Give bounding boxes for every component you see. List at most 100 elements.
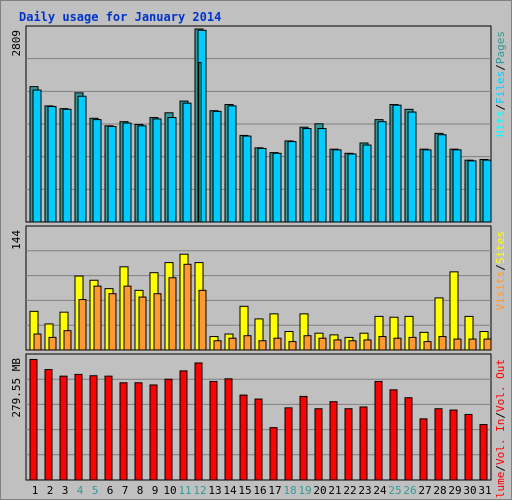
bar-files-day-17 — [272, 152, 282, 223]
x-tick-day-10: 10 — [163, 484, 176, 497]
bar-volume-day-21 — [329, 401, 338, 481]
x-tick-day-17: 17 — [268, 484, 281, 497]
legend-entry: Hits — [494, 111, 507, 138]
bar-volume-day-16 — [254, 398, 263, 481]
bar-files-day-27 — [422, 149, 432, 223]
bar-files-day-24 — [377, 121, 387, 223]
bar-files-day-26 — [407, 111, 417, 223]
bar-pages-day-12 — [198, 62, 202, 223]
x-tick-day-18: 18 — [283, 484, 296, 497]
chart-title: Daily usage for January 2014 — [19, 10, 222, 24]
bar-files-day-30 — [467, 160, 477, 223]
bar-files-day-4 — [77, 95, 87, 223]
bar-volume-day-30 — [464, 413, 473, 481]
x-tick-day-1: 1 — [32, 484, 39, 497]
bar-files-day-31 — [482, 159, 492, 223]
x-tick-day-20: 20 — [313, 484, 326, 497]
bar-sites-day-19 — [303, 335, 312, 351]
bar-files-day-21 — [332, 149, 342, 223]
bar-sites-day-1 — [33, 333, 42, 351]
bar-sites-day-8 — [138, 296, 147, 351]
bar-sites-day-17 — [273, 337, 282, 351]
bar-volume-day-22 — [344, 408, 353, 481]
x-tick-day-23: 23 — [358, 484, 371, 497]
x-tick-day-21: 21 — [328, 484, 341, 497]
bar-sites-day-26 — [408, 336, 417, 351]
bar-files-day-8 — [137, 125, 147, 223]
bar-volume-day-24 — [374, 380, 383, 481]
bar-sites-day-12 — [198, 289, 207, 351]
bar-sites-day-10 — [168, 277, 177, 351]
bar-sites-day-3 — [63, 330, 72, 351]
x-tick-day-8: 8 — [137, 484, 144, 497]
bar-volume-day-13 — [209, 380, 218, 481]
legend-entry: Visits — [494, 271, 507, 311]
x-tick-day-30: 30 — [463, 484, 476, 497]
x-tick-day-7: 7 — [122, 484, 129, 497]
bar-sites-day-2 — [48, 336, 57, 351]
bar-files-day-11 — [182, 102, 192, 223]
bar-sites-day-5 — [93, 285, 102, 351]
bar-files-day-10 — [167, 117, 177, 223]
x-tick-day-28: 28 — [433, 484, 446, 497]
bar-volume-day-18 — [284, 407, 293, 481]
legend-entry: / — [494, 104, 507, 111]
bar-files-day-28 — [437, 134, 447, 223]
bar-sites-day-16 — [258, 340, 267, 351]
bar-volume-day-7 — [119, 382, 128, 481]
bar-volume-day-4 — [74, 373, 83, 481]
bar-files-day-9 — [152, 118, 162, 223]
bar-sites-day-21 — [333, 339, 342, 351]
bar-volume-day-28 — [434, 408, 443, 481]
bar-volume-day-10 — [164, 378, 173, 481]
x-tick-day-31: 31 — [478, 484, 491, 497]
bar-files-day-12 — [197, 29, 207, 223]
bar-volume-day-27 — [419, 418, 428, 481]
x-tick-day-2: 2 — [47, 484, 54, 497]
bar-files-day-19 — [302, 128, 312, 223]
bar-sites-day-6 — [108, 293, 117, 351]
bar-sites-day-11 — [183, 263, 192, 351]
bar-volume-day-8 — [134, 382, 143, 481]
bar-visits-day-29 — [449, 271, 459, 351]
legend-entry: Sites — [494, 231, 507, 264]
x-tick-day-19: 19 — [298, 484, 311, 497]
bar-volume-day-23 — [359, 406, 368, 481]
bar-sites-day-24 — [378, 336, 387, 351]
bar-volume-day-19 — [299, 395, 308, 481]
bar-sites-day-14 — [228, 337, 237, 351]
bar-sites-day-22 — [348, 340, 357, 351]
bar-volume-day-5 — [89, 375, 98, 481]
x-tick-day-27: 27 — [418, 484, 431, 497]
bar-files-day-5 — [92, 119, 102, 223]
bottom_panel-legend: Volume/Vol. In/Vol. Out — [494, 359, 507, 499]
bar-files-day-2 — [47, 106, 57, 223]
x-tick-day-4: 4 — [77, 484, 84, 497]
bar-sites-day-15 — [243, 335, 252, 351]
bar-volume-day-9 — [149, 384, 158, 481]
bar-volume-day-29 — [449, 409, 458, 481]
legend-entry: / — [494, 465, 507, 472]
bar-sites-day-23 — [363, 339, 372, 351]
x-tick-day-14: 14 — [223, 484, 237, 497]
x-tick-day-13: 13 — [208, 484, 221, 497]
bar-volume-day-6 — [104, 375, 113, 481]
bar-sites-day-18 — [288, 341, 297, 351]
x-tick-day-5: 5 — [92, 484, 99, 497]
bar-sites-day-20 — [318, 337, 327, 351]
bar-volume-day-15 — [239, 394, 248, 481]
x-tick-day-22: 22 — [343, 484, 356, 497]
bar-volume-day-11 — [179, 370, 188, 481]
bar-sites-day-13 — [213, 340, 222, 351]
bar-files-day-18 — [287, 141, 297, 223]
bar-sites-day-4 — [78, 299, 87, 351]
middle_panel-max-label: 144 — [10, 230, 23, 250]
legend-entry: Pages — [494, 31, 507, 64]
bar-sites-day-25 — [393, 337, 402, 351]
x-tick-day-25: 25 — [388, 484, 401, 497]
legend-entry: Files — [494, 71, 507, 104]
bar-files-day-29 — [452, 149, 462, 223]
x-tick-day-3: 3 — [62, 484, 69, 497]
top_panel-max-label: 2809 — [10, 30, 23, 57]
